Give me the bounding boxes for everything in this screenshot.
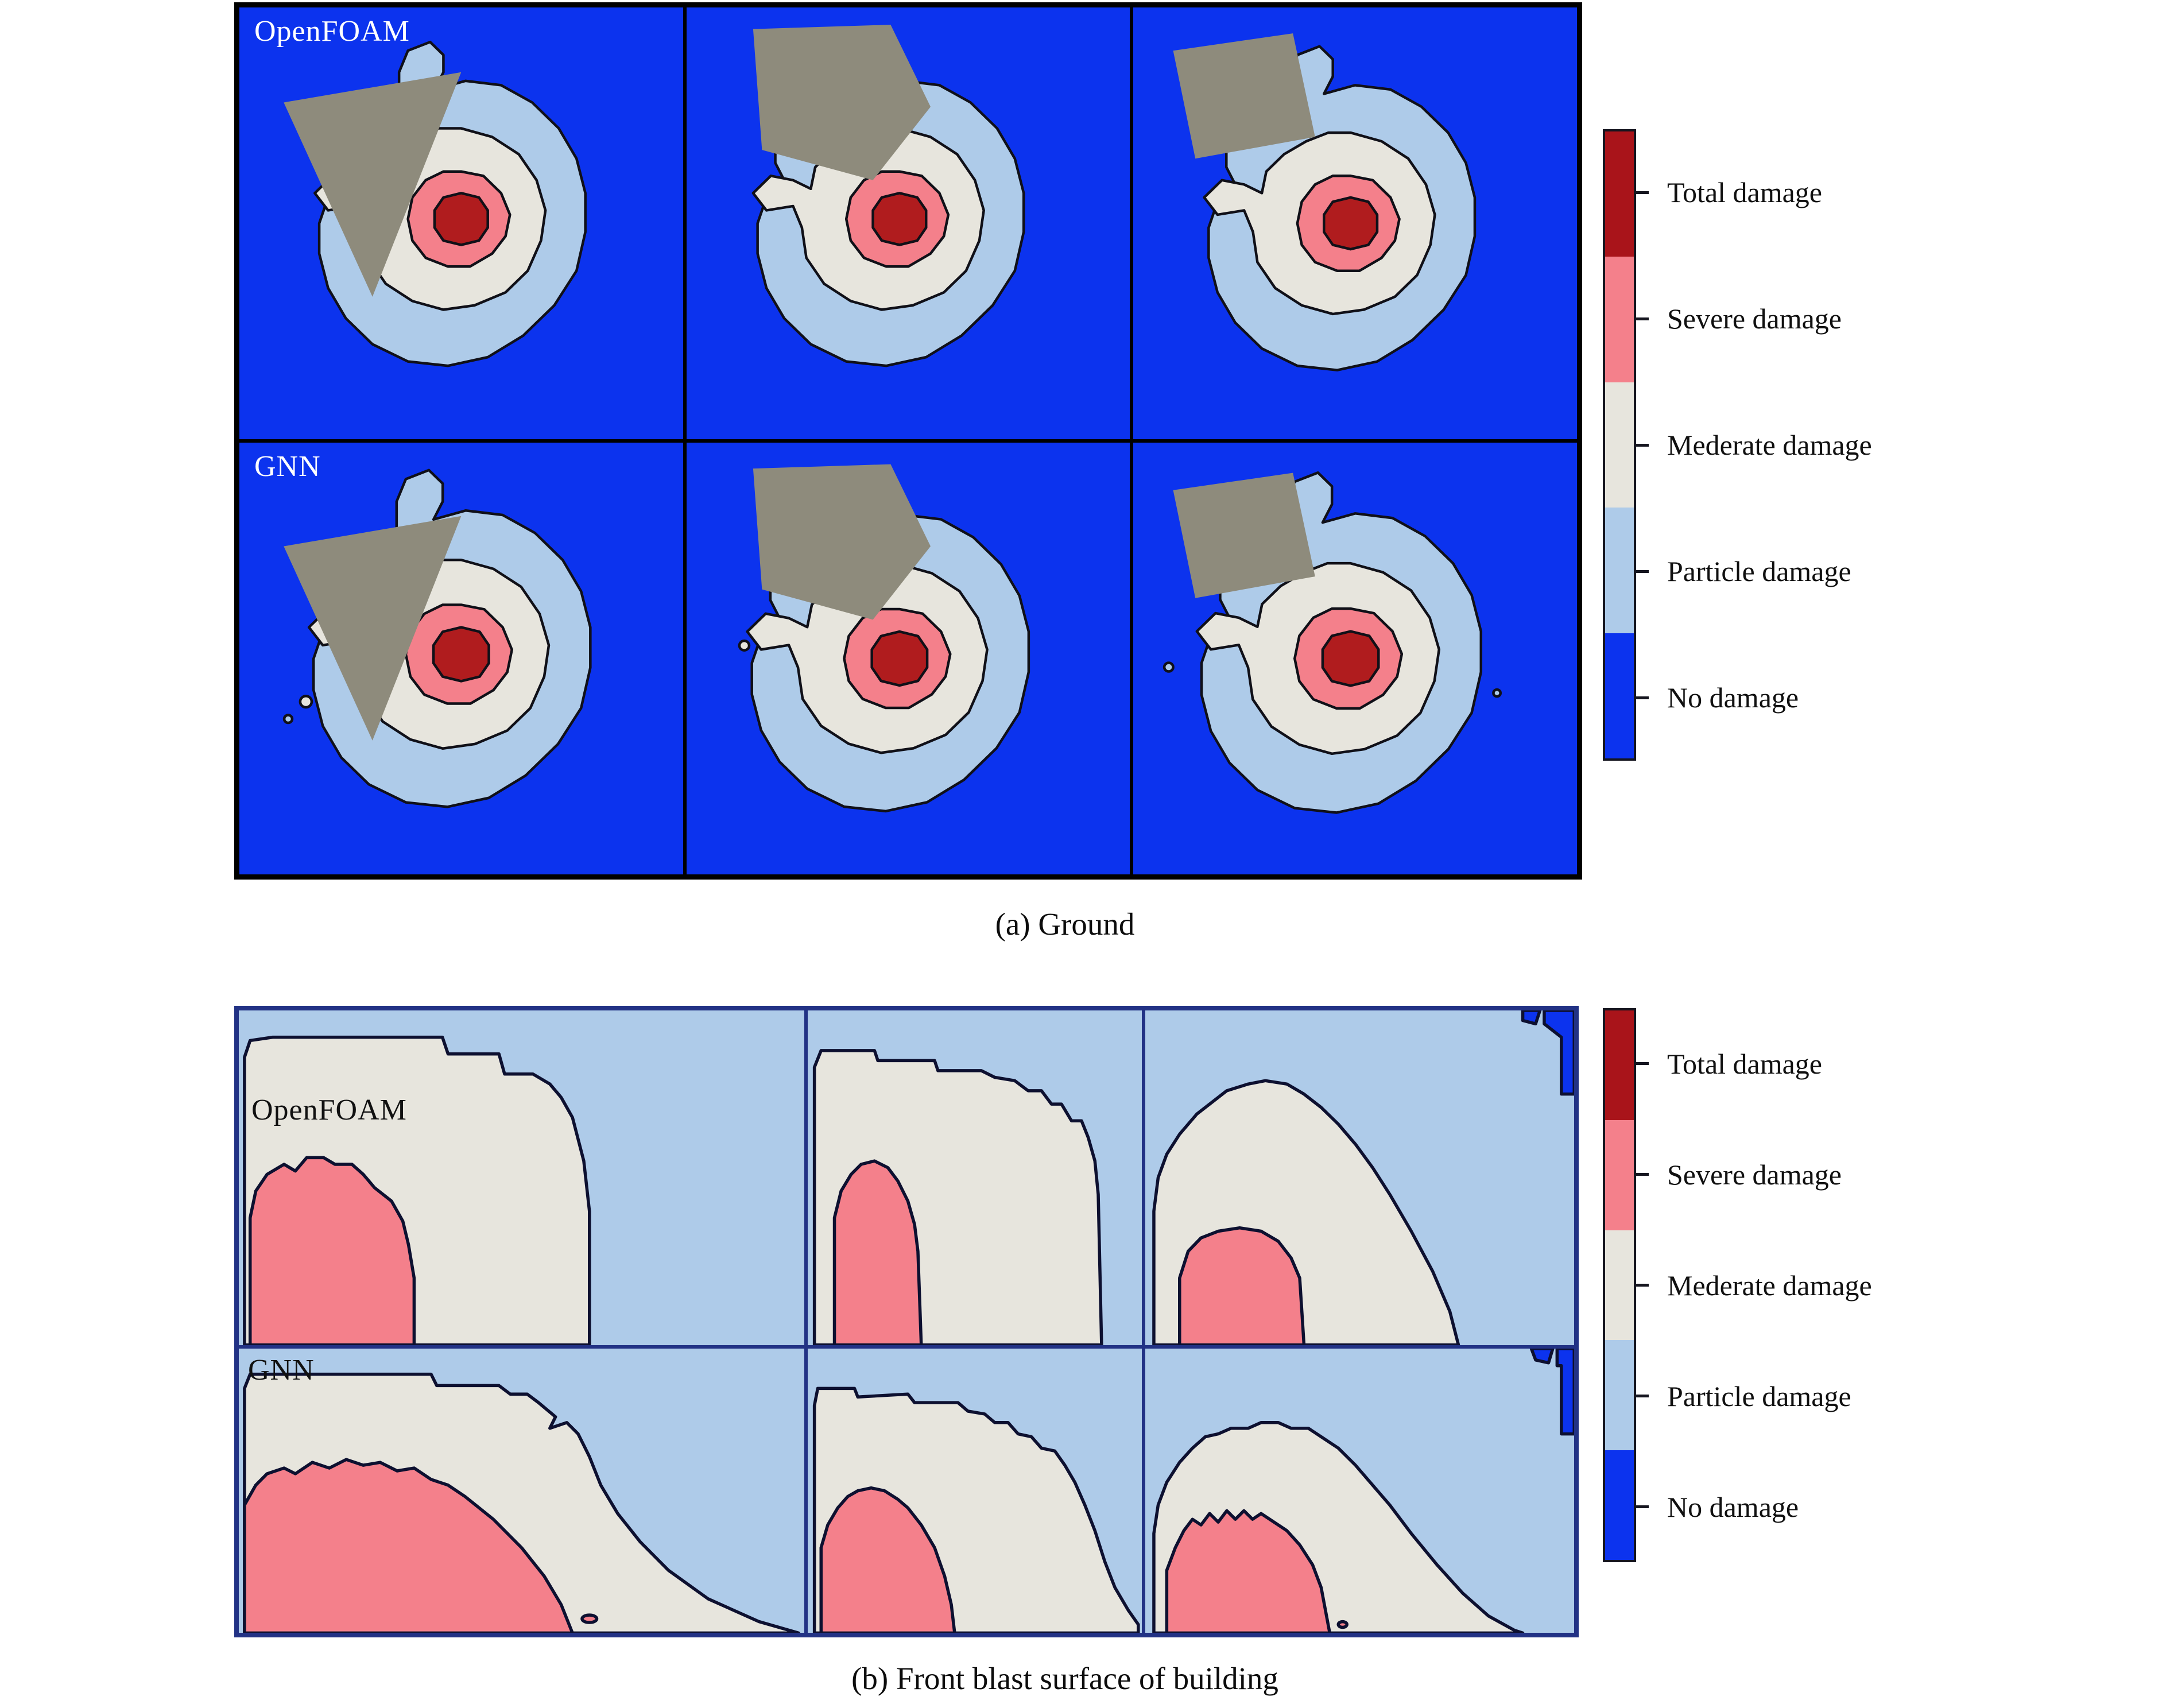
panel-a-openfoam-case1: OpenFOAM <box>238 6 685 441</box>
colorbar-segment-total <box>1605 1010 1634 1121</box>
contour-speck <box>1164 663 1173 672</box>
surface-contour-plot <box>808 1348 1142 1633</box>
colorbar-segment-severe <box>1605 1120 1634 1230</box>
tick-mark <box>1636 696 1649 699</box>
colorbar-segment-severe <box>1605 257 1634 382</box>
legend-item: Particle damage <box>1636 1341 1872 1451</box>
panel-a-gnn-case1: GNN <box>238 441 685 876</box>
contour-speck <box>739 641 749 650</box>
ground-contour-plot <box>239 7 683 439</box>
panel-b-openfoam-case1: OpenFOAM <box>237 1009 807 1347</box>
surface-contour-plot <box>1145 1010 1574 1345</box>
caption-panel-a: (a) Ground <box>995 907 1135 942</box>
panel-b-openfoam-case2 <box>806 1009 1144 1347</box>
tick-mark <box>1636 317 1649 320</box>
colorbar-segment-none <box>1605 633 1634 759</box>
contour-speck <box>1494 690 1501 696</box>
legend-label: No damage <box>1667 1490 1799 1523</box>
panel-a-openfoam-case2 <box>684 6 1132 441</box>
legend-item: Severe damage <box>1636 255 1872 382</box>
tick-mark <box>1636 443 1649 447</box>
colorbar-segment-particle <box>1605 508 1634 633</box>
tick-mark <box>1636 1062 1649 1065</box>
row-label-openfoam: OpenFOAM <box>251 1094 407 1126</box>
colorbar-segment-total <box>1605 131 1634 257</box>
legend-labels: Total damage Severe damage Mederate dama… <box>1636 129 1872 761</box>
colorbar-segment-moderate <box>1605 1230 1634 1341</box>
ground-contour-plot <box>686 443 1130 874</box>
legend-label: Total damage <box>1667 1047 1822 1080</box>
legend-item: Mederate damage <box>1636 382 1872 508</box>
ground-contour-plot <box>686 7 1130 439</box>
legend-item: Total damage <box>1636 1008 1872 1119</box>
panel-b-gnn-case3 <box>1143 1346 1576 1635</box>
legend-label: Particle damage <box>1667 555 1851 587</box>
panel-a-gnn-case2 <box>684 441 1132 876</box>
tick-mark <box>1636 1173 1649 1176</box>
legend-item: Particle damage <box>1636 508 1872 634</box>
colorbar <box>1603 1008 1636 1562</box>
colorbar-segment-particle <box>1605 1340 1634 1450</box>
tick-mark <box>1636 570 1649 573</box>
colorbar <box>1603 129 1636 761</box>
ground-contour-plot <box>1133 7 1577 439</box>
tick-mark <box>1636 1284 1649 1287</box>
legend-item: Mederate damage <box>1636 1230 1872 1341</box>
severe-damage-region <box>245 1459 572 1633</box>
surface-contour-plot <box>239 1010 805 1345</box>
no-damage-corner <box>1557 1348 1574 1434</box>
ground-contour-plot <box>239 443 683 874</box>
colorbar-segment-moderate <box>1605 382 1634 508</box>
panel-b-grid: OpenFOAM GN <box>234 1006 1579 1637</box>
legend-panel-a: Total damage Severe damage Mederate dama… <box>1603 129 1872 761</box>
surface-contour-plot <box>239 1348 805 1633</box>
legend-labels: Total damage Severe damage Mederate dama… <box>1636 1008 1872 1562</box>
caption-panel-b: (b) Front blast surface of building <box>851 1661 1278 1696</box>
panel-b-gnn-case1: GNN <box>237 1346 807 1635</box>
no-damage-speck <box>1522 1010 1540 1024</box>
legend-label: Total damage <box>1667 176 1822 208</box>
severe-damage-region <box>821 1488 955 1633</box>
tick-mark <box>1636 1395 1649 1397</box>
surface-contour-plot <box>1145 1348 1574 1633</box>
panel-a-openfoam-case3 <box>1132 6 1579 441</box>
legend-item: No damage <box>1636 1451 1872 1562</box>
legend-label: Particle damage <box>1667 1380 1851 1412</box>
legend-label: Mederate damage <box>1667 429 1872 461</box>
legend-label: No damage <box>1667 681 1799 714</box>
panel-a-gnn-case3 <box>1132 441 1579 876</box>
panel-b-gnn-case2 <box>806 1346 1144 1635</box>
legend-item: No damage <box>1636 634 1872 761</box>
severe-damage-speck <box>1338 1621 1347 1627</box>
severe-damage-region <box>835 1161 921 1345</box>
row-label-openfoam: OpenFOAM <box>254 15 410 48</box>
severe-damage-region <box>250 1157 414 1345</box>
severe-damage-region <box>1167 1511 1330 1633</box>
legend-label: Severe damage <box>1667 303 1842 335</box>
legend-label: Severe damage <box>1667 1158 1842 1191</box>
no-damage-speck <box>1531 1348 1552 1363</box>
no-damage-corner <box>1544 1010 1574 1094</box>
severe-damage-region <box>1180 1228 1304 1345</box>
ground-contour-plot <box>1133 443 1577 874</box>
legend-item: Total damage <box>1636 129 1872 255</box>
panel-b-openfoam-case3 <box>1143 1009 1576 1347</box>
row-label-gnn: GNN <box>254 450 321 483</box>
contour-speck <box>300 696 312 707</box>
legend-item: Severe damage <box>1636 1119 1872 1230</box>
tick-mark <box>1636 191 1649 194</box>
legend-label: Mederate damage <box>1667 1269 1872 1302</box>
tick-mark <box>1636 1505 1649 1508</box>
contour-speck <box>284 715 292 723</box>
legend-panel-b: Total damage Severe damage Mederate dama… <box>1603 1008 1872 1562</box>
colorbar-segment-none <box>1605 1450 1634 1560</box>
row-label-gnn: GNN <box>248 1353 315 1386</box>
surface-contour-plot <box>808 1010 1142 1345</box>
panel-a-grid: OpenFOAM GNN <box>234 2 1582 880</box>
severe-damage-speck <box>582 1615 597 1622</box>
